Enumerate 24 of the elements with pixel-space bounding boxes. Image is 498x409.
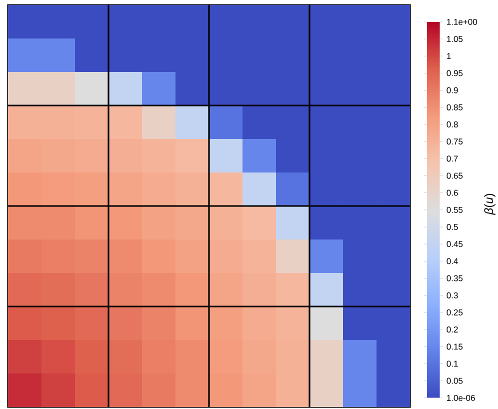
color-bar-label: 1 [447,53,451,59]
color-bar-label: 0.75 [446,138,463,145]
color-bar-label: 0.2 [446,326,458,333]
color-bar-label: 0.9 [446,87,458,94]
color-bar-label: 0.65 [446,172,463,179]
color-bar-label: 0.6 [446,190,458,196]
color-bar-label: 0.4 [446,258,458,264]
color-bar-label: 0.85 [446,104,463,110]
color-bar-label: 0.7 [446,156,458,162]
color-bar-label: 1.1e+00 [447,18,478,25]
color-bar-title: β(u) [484,194,496,215]
color-bar-label: 0.95 [446,70,463,76]
color-bar-label: 0.55 [446,206,463,213]
color-bar-label: 0.05 [446,378,463,384]
color-bar-label: 0.8 [446,121,458,128]
color-bar-label: 1.05 [447,36,463,42]
color-bar-label: 0.35 [446,275,463,282]
color-bar-label: 0.5 [446,224,458,230]
color-bar-label: 0.15 [446,344,463,350]
color-bar-label: 0.3 [446,292,458,298]
color-bar-label: 1.0e-06 [447,394,475,401]
color-bar-label: 0.45 [446,241,463,248]
color-bar-label: 0.25 [446,309,463,316]
color-bar-label: 0.1 [446,360,458,367]
